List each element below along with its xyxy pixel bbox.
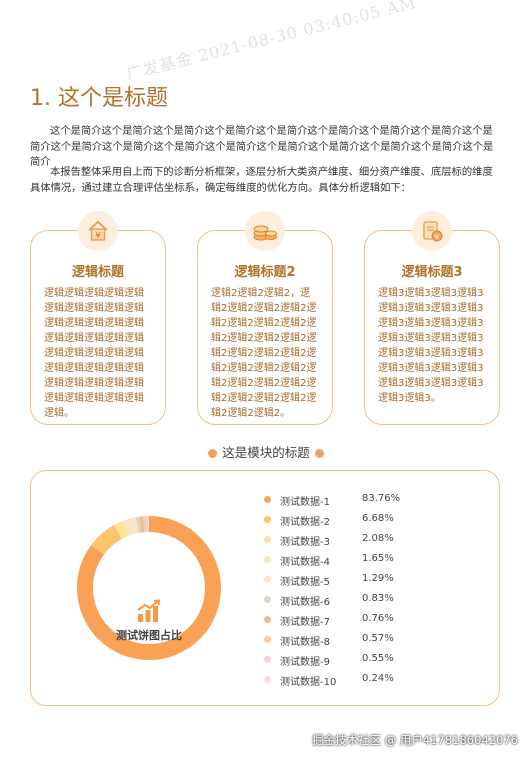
section-title-text: 这是模块的标题	[222, 445, 310, 460]
legend-label: 测试数据-5	[280, 577, 330, 588]
legend-value: 1.65%	[362, 553, 394, 564]
legend-value: 0.57%	[362, 633, 394, 644]
chart-center-label: 测试饼图占比	[97, 599, 201, 643]
card-title: 逻辑标题2	[234, 265, 296, 280]
donut-chart	[77, 516, 221, 660]
legend-swatch	[264, 516, 271, 523]
intro-paragraph: 这个是简介这个是简介这个是简介这个是简介这个是简介这个是简介这个是简介这个是简介…	[30, 125, 494, 168]
card-title: 逻辑标题	[71, 265, 124, 280]
logic-card-1: ¥ 逻辑标题 逻辑逻辑逻辑逻辑逻辑逻辑逻辑逻辑逻辑逻辑逻辑逻辑逻辑逻辑逻辑逻辑逻…	[30, 211, 166, 425]
bar-chart-growth-icon	[137, 599, 161, 622]
legend-value: 0.83%	[362, 593, 394, 604]
legend-value: 0.76%	[362, 613, 394, 624]
coin-stack-icon	[245, 211, 285, 251]
legend-value: 0.24%	[362, 673, 394, 684]
chart-title: 测试饼图占比	[116, 629, 182, 642]
pie-slice-10	[77, 516, 221, 660]
legend-swatch	[264, 676, 271, 683]
watermark: 广发基金 2021-08-30 03:40:05 AM	[124, 0, 419, 84]
legend-label: 测试数据-2	[280, 517, 330, 528]
legend-item: 测试数据-3 2.08%	[264, 533, 494, 548]
legend-swatch	[264, 656, 271, 663]
legend-item: 测试数据-4 1.65%	[264, 553, 494, 568]
svg-text:¥: ¥	[435, 233, 440, 241]
legend-label: 测试数据-8	[280, 637, 330, 648]
card-body: 逻辑3逻辑3逻辑3逻辑3逻辑3逻辑3逻辑3逻辑3逻辑3逻辑3逻辑3逻辑3逻辑3逻…	[378, 288, 484, 404]
bullet-dot-icon	[208, 449, 218, 458]
legend-item: 测试数据-2 6.68%	[264, 513, 494, 528]
logic-card-2: 逻辑标题2 逻辑2逻辑2逻辑2，逻辑2逻辑2逻辑2逻辑2逻辑2逻辑2逻辑2逻辑2…	[197, 211, 333, 425]
legend-swatch	[264, 536, 271, 543]
method-paragraph: 本报告整体采用自上而下的诊断分析框架，逐层分析大类资产维度、细分资产维度、底层标…	[30, 166, 493, 194]
card-title: 逻辑标题3	[401, 265, 463, 280]
legend-swatch	[264, 616, 271, 623]
document-coin-icon: ¥	[412, 211, 452, 251]
legend-value: 6.68%	[362, 513, 394, 524]
legend-value: 0.55%	[362, 653, 394, 664]
logic-card-3: ¥ 逻辑标题3 逻辑3逻辑3逻辑3逻辑3逻辑3逻辑3逻辑3逻辑3逻辑3逻辑3逻辑…	[364, 211, 500, 425]
legend-value: 1.29%	[362, 573, 394, 584]
card-body: 逻辑逻辑逻辑逻辑逻辑逻辑逻辑逻辑逻辑逻辑逻辑逻辑逻辑逻辑逻辑逻辑逻辑逻辑逻辑逻辑…	[44, 288, 144, 419]
bullet-dot-icon	[314, 449, 324, 458]
legend-item: 测试数据-6 0.83%	[264, 593, 494, 608]
card-body: 逻辑2逻辑2逻辑2，逻辑2逻辑2逻辑2逻辑2逻辑2逻辑2逻辑2逻辑2逻辑2逻辑2…	[211, 288, 317, 419]
legend-label: 测试数据-7	[280, 617, 330, 628]
legend-label: 测试数据-9	[280, 657, 330, 668]
legend-item: 测试数据-5 1.29%	[264, 573, 494, 588]
section-title: 这是模块的标题	[0, 442, 532, 461]
legend-swatch	[264, 596, 271, 603]
legend-label: 测试数据-4	[280, 557, 330, 568]
chart-panel: 测试饼图占比 测试数据-1 83.76% 测试数据-2 6.68% 测试数据-3 2.08…	[30, 470, 500, 706]
svg-text:¥: ¥	[95, 231, 100, 240]
legend-swatch	[264, 636, 271, 643]
legend-value: 83.76%	[362, 493, 401, 504]
legend-label: 测试数据-10	[280, 677, 337, 688]
legend-item: 测试数据-9 0.55%	[264, 653, 494, 668]
legend-label: 测试数据-1	[280, 497, 330, 508]
legend-swatch	[264, 576, 271, 583]
legend-label: 测试数据-6	[280, 597, 330, 608]
legend-item: 测试数据-10 0.24%	[264, 673, 494, 688]
legend-swatch	[264, 556, 271, 563]
house-coin-icon: ¥	[78, 211, 118, 251]
page-title: 1. 这个是标题	[30, 86, 168, 111]
legend-item: 测试数据-1 83.76%	[264, 493, 494, 508]
legend-label: 测试数据-3	[280, 537, 330, 548]
legend-item: 测试数据-7 0.76%	[264, 613, 494, 628]
legend-item: 测试数据-8 0.57%	[264, 633, 494, 648]
footer-credit: 掘金技术社区 @ 用户4178186042076	[312, 733, 518, 747]
legend-swatch	[264, 496, 271, 503]
legend-value: 2.08%	[362, 533, 394, 544]
